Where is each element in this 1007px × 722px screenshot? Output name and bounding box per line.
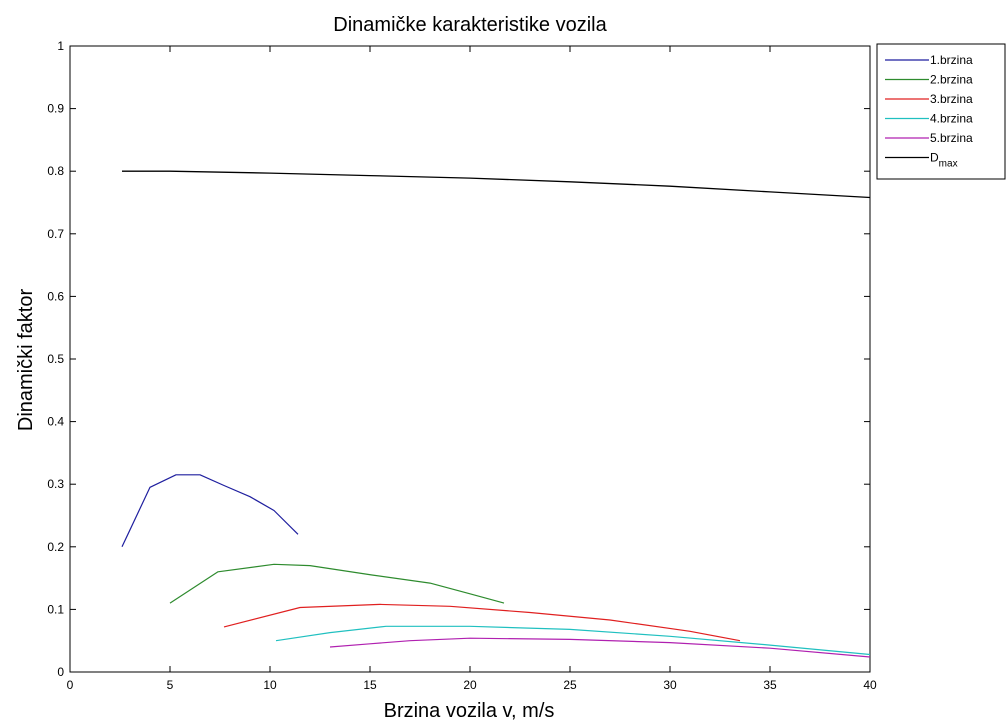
y-tick-label: 0.2 <box>47 540 64 554</box>
y-tick-label: 0 <box>57 665 64 679</box>
x-tick-label: 40 <box>863 678 877 692</box>
legend-label-5-brzina: 5.brzina <box>930 131 973 145</box>
x-tick-label: 20 <box>463 678 477 692</box>
plot-background <box>70 46 870 672</box>
y-tick-label: 0.5 <box>47 352 64 366</box>
x-tick-label: 15 <box>363 678 377 692</box>
y-axis-label: Dinamički faktor <box>15 289 37 432</box>
x-tick-label: 35 <box>763 678 777 692</box>
legend-label-4-brzina: 4.brzina <box>930 112 973 126</box>
y-tick-label: 0.4 <box>47 415 64 429</box>
x-tick-label: 10 <box>263 678 277 692</box>
legend-label-2-brzina: 2.brzina <box>930 73 973 87</box>
x-axis-label: Brzina vozila v, m/s <box>384 700 555 722</box>
x-tick-label: 5 <box>167 678 174 692</box>
y-tick-label: 1 <box>57 39 64 53</box>
legend-label-subscript: max <box>939 159 958 170</box>
y-tick-label: 0.6 <box>47 289 64 303</box>
axes-layer <box>70 46 870 672</box>
legend-label-1-brzina: 1.brzina <box>930 53 973 67</box>
chart-title: Dinamičke karakteristike vozila <box>333 14 607 36</box>
y-tick-label: 0.8 <box>47 164 64 178</box>
legend-label-3-brzina: 3.brzina <box>930 92 973 106</box>
x-tick-label: 30 <box>663 678 677 692</box>
x-tick-label: 25 <box>563 678 577 692</box>
y-tick-label: 0.3 <box>47 477 64 491</box>
y-tick-label: 0.1 <box>47 602 64 616</box>
y-tick-label: 0.7 <box>47 227 64 241</box>
y-tick-label: 0.9 <box>47 102 64 116</box>
legend: 1.brzina 2.brzina 3.brzina 4.brzina 5.brzina… <box>877 44 1005 179</box>
x-tick-label: 0 <box>67 678 74 692</box>
